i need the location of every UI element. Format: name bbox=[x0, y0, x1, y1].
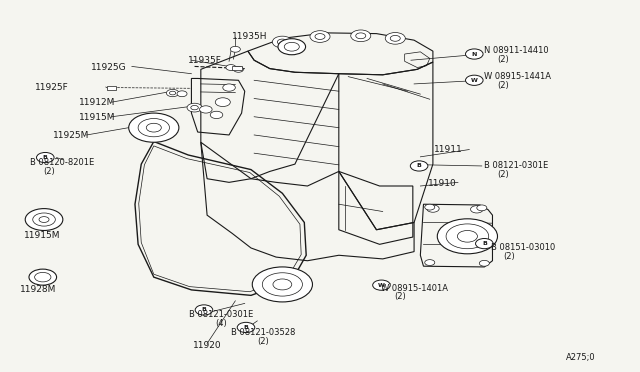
Circle shape bbox=[372, 280, 390, 290]
Circle shape bbox=[284, 42, 300, 51]
Circle shape bbox=[234, 67, 243, 72]
Text: W: W bbox=[378, 283, 385, 288]
Text: (2): (2) bbox=[503, 252, 515, 261]
Text: B: B bbox=[482, 241, 487, 246]
Circle shape bbox=[425, 260, 435, 266]
Circle shape bbox=[351, 30, 371, 42]
Circle shape bbox=[458, 231, 477, 242]
FancyBboxPatch shape bbox=[232, 67, 242, 70]
Circle shape bbox=[465, 75, 483, 86]
Circle shape bbox=[215, 98, 230, 106]
Text: B 08121-03528: B 08121-03528 bbox=[232, 328, 296, 337]
Text: B 08120-8201E: B 08120-8201E bbox=[30, 158, 95, 167]
Circle shape bbox=[25, 209, 63, 231]
Circle shape bbox=[477, 205, 487, 211]
Text: A275;0: A275;0 bbox=[566, 353, 596, 362]
Text: 11912M: 11912M bbox=[79, 98, 115, 107]
Circle shape bbox=[39, 217, 49, 222]
Circle shape bbox=[476, 238, 493, 249]
Circle shape bbox=[138, 119, 170, 137]
Circle shape bbox=[226, 65, 236, 70]
Text: B 08121-0301E: B 08121-0301E bbox=[484, 161, 548, 170]
Circle shape bbox=[262, 273, 303, 296]
Circle shape bbox=[310, 31, 330, 42]
Text: 11910: 11910 bbox=[428, 179, 456, 187]
Text: (2): (2) bbox=[258, 337, 269, 346]
Circle shape bbox=[252, 267, 312, 302]
Circle shape bbox=[223, 84, 236, 91]
Circle shape bbox=[427, 205, 439, 212]
Text: (2): (2) bbox=[497, 55, 509, 64]
Text: B: B bbox=[417, 163, 422, 169]
Circle shape bbox=[187, 103, 202, 112]
Text: B 08151-03010: B 08151-03010 bbox=[491, 244, 555, 253]
Text: 11920: 11920 bbox=[193, 341, 221, 350]
Text: 11935F: 11935F bbox=[188, 56, 222, 65]
Text: N 08911-14410: N 08911-14410 bbox=[484, 46, 549, 55]
Text: B 08121-0301E: B 08121-0301E bbox=[189, 310, 253, 319]
Circle shape bbox=[273, 36, 292, 48]
Circle shape bbox=[129, 113, 179, 142]
Text: (2): (2) bbox=[497, 170, 509, 179]
Text: B: B bbox=[43, 155, 48, 160]
Circle shape bbox=[315, 33, 325, 39]
Text: W: W bbox=[471, 78, 477, 83]
Text: 11915M: 11915M bbox=[24, 231, 60, 240]
Text: 11928M: 11928M bbox=[20, 285, 56, 294]
Text: 11911: 11911 bbox=[434, 145, 463, 154]
Text: (2): (2) bbox=[43, 167, 54, 176]
Text: (2): (2) bbox=[394, 292, 406, 301]
Circle shape bbox=[29, 269, 56, 285]
Circle shape bbox=[166, 89, 179, 97]
Circle shape bbox=[465, 49, 483, 59]
Circle shape bbox=[210, 111, 223, 119]
Text: W 08915-1441A: W 08915-1441A bbox=[484, 72, 551, 81]
Text: B: B bbox=[244, 325, 248, 330]
Circle shape bbox=[425, 204, 435, 210]
Circle shape bbox=[170, 91, 176, 95]
Circle shape bbox=[470, 206, 483, 213]
Circle shape bbox=[35, 272, 51, 282]
Circle shape bbox=[437, 219, 497, 254]
Text: (4): (4) bbox=[215, 318, 227, 328]
Circle shape bbox=[410, 161, 428, 171]
Text: 11925M: 11925M bbox=[54, 131, 90, 140]
Text: 11915M: 11915M bbox=[79, 113, 115, 122]
Circle shape bbox=[390, 35, 400, 41]
Circle shape bbox=[147, 123, 161, 132]
Text: W 08915-1401A: W 08915-1401A bbox=[381, 283, 449, 292]
Circle shape bbox=[191, 105, 198, 110]
Circle shape bbox=[277, 39, 287, 45]
Circle shape bbox=[230, 46, 241, 52]
Circle shape bbox=[356, 33, 366, 39]
Circle shape bbox=[36, 153, 54, 163]
Circle shape bbox=[479, 260, 490, 266]
Circle shape bbox=[33, 213, 55, 226]
Circle shape bbox=[446, 224, 489, 249]
Circle shape bbox=[273, 279, 292, 290]
Text: 11925G: 11925G bbox=[91, 63, 127, 72]
Text: B: B bbox=[202, 307, 207, 312]
Text: (2): (2) bbox=[497, 81, 509, 90]
Text: 11925F: 11925F bbox=[35, 83, 68, 92]
Circle shape bbox=[177, 91, 187, 97]
Text: 11935H: 11935H bbox=[232, 32, 268, 41]
Circle shape bbox=[200, 106, 212, 113]
FancyBboxPatch shape bbox=[107, 86, 116, 90]
Circle shape bbox=[278, 39, 305, 55]
Text: N: N bbox=[472, 52, 477, 57]
Circle shape bbox=[237, 323, 255, 333]
Circle shape bbox=[385, 32, 405, 44]
Circle shape bbox=[195, 305, 212, 315]
